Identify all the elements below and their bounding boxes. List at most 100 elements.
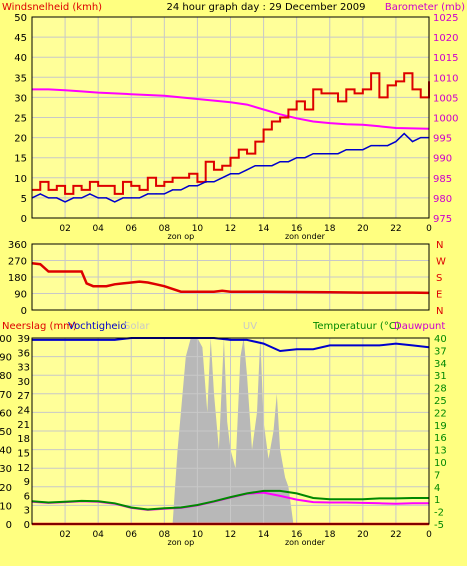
wind-panel-x-tick-label: 12 bbox=[225, 224, 236, 234]
wind-speed-line-point bbox=[254, 165, 256, 167]
rain-axis-y-tick-label: 18 bbox=[17, 434, 30, 445]
wind-speed-line-point bbox=[337, 153, 339, 155]
climate-panel-x-tick-label: 06 bbox=[126, 530, 138, 540]
temperature-axis-y-tick-label: 10 bbox=[434, 458, 447, 469]
dewpoint-line-point bbox=[345, 501, 347, 504]
wind-speed-line-point bbox=[180, 189, 182, 191]
wind-gust-line-point bbox=[329, 92, 331, 94]
rain-axis-y-tick-label: 15 bbox=[17, 448, 30, 459]
wind-gust-line-point bbox=[337, 100, 339, 102]
wind-gust-line-point bbox=[138, 189, 141, 191]
temperature-line-point bbox=[329, 498, 331, 500]
temperature-axis-y-tick-label: 31 bbox=[434, 371, 447, 382]
wind-speed-line-point bbox=[89, 193, 91, 195]
temperature-axis-y-tick-label: 40 bbox=[434, 334, 447, 345]
climate-panel-x-tick-label: 08 bbox=[159, 530, 171, 540]
temperature-line-point bbox=[362, 498, 364, 500]
wind-direction-line-point bbox=[246, 291, 248, 293]
wind-direction-line-point bbox=[86, 282, 88, 284]
wind-direction-line-point bbox=[196, 291, 198, 293]
wind-speed-line-point bbox=[420, 137, 422, 139]
wind-speed-line-point bbox=[205, 181, 207, 183]
temperature-line-point bbox=[263, 490, 265, 492]
barometer-line-point bbox=[362, 124, 364, 126]
wind-speed-line-point bbox=[138, 197, 141, 199]
wind-speed-line-point bbox=[246, 169, 248, 171]
wind-speed-line-point bbox=[304, 157, 306, 159]
temperature-axis-y-tick-label: -5 bbox=[434, 520, 444, 531]
wind-speed-line-point bbox=[263, 165, 265, 167]
climate-panel-x-tick-label: 18 bbox=[324, 530, 336, 540]
barometer-axis-y-tick-label: 985 bbox=[433, 174, 452, 185]
wind-direction-line-point bbox=[81, 270, 83, 273]
wind-panel-x-tick-label: 22 bbox=[390, 224, 401, 234]
humidity-axis-y-tick-label: 0 bbox=[6, 520, 12, 531]
wind-panel-x-tick-label: 02 bbox=[59, 224, 70, 234]
barometer-label: Barometer (mb) bbox=[385, 2, 465, 13]
temperature-line-point bbox=[130, 506, 132, 509]
temperature-line-point bbox=[147, 508, 149, 511]
barometer-line-point bbox=[378, 125, 380, 127]
wind-gust-line-point bbox=[304, 108, 306, 111]
wind-speed-line-point bbox=[395, 141, 397, 143]
wind-speed-line-point bbox=[130, 197, 132, 199]
wind-speed-line-point bbox=[345, 149, 347, 151]
wind-speed-line-point bbox=[320, 153, 323, 155]
wind-gust-line-point bbox=[254, 141, 256, 143]
temperature-line-point bbox=[81, 500, 83, 502]
temperature-line-point bbox=[246, 492, 248, 494]
uv-label: UV bbox=[243, 321, 257, 332]
wind-direction-line-point bbox=[105, 285, 107, 287]
barometer-axis-y-tick-label: 995 bbox=[433, 134, 452, 145]
wind-axis-y-tick-label: 30 bbox=[14, 93, 27, 104]
wind-direction-line-point bbox=[362, 292, 364, 294]
wind-direction-line-point bbox=[130, 281, 132, 284]
humidity-label: Vochtigheid bbox=[68, 321, 127, 332]
humidity-line-point bbox=[229, 339, 232, 341]
barometer-line-point bbox=[47, 88, 50, 90]
barometer-line-point bbox=[246, 104, 248, 106]
wind-gust-line-point bbox=[81, 189, 83, 191]
wind-gust-line bbox=[32, 72, 430, 195]
wind-speed-line-point bbox=[271, 165, 273, 167]
climate-panel-x-tick-label: 20 bbox=[357, 530, 369, 540]
humidity-line-point bbox=[47, 339, 50, 341]
wind-speed-line-point bbox=[229, 173, 232, 175]
humidity-line-point bbox=[411, 344, 414, 346]
wind-direction-line-point bbox=[329, 291, 331, 293]
solar-label: Solar bbox=[124, 321, 150, 332]
climate-panel-x-annotation: zon op bbox=[168, 538, 195, 547]
rain-axis-y-tick-label: 36 bbox=[17, 348, 30, 359]
temperature-line-point bbox=[196, 504, 198, 506]
wind-panel-x-annotation: zon op bbox=[168, 232, 195, 241]
wind-panel-x-tick-label: 10 bbox=[192, 224, 204, 234]
wind-direction-line-point bbox=[138, 281, 141, 283]
temperature-axis-y-tick-label: 34 bbox=[434, 359, 447, 370]
wind-direction-line-point bbox=[114, 283, 116, 285]
temperature-label: Temperatuur (°C) bbox=[312, 321, 400, 332]
wind-speed-line-point bbox=[329, 153, 331, 155]
humidity-line-point bbox=[345, 344, 347, 346]
wind-gust-line-point bbox=[271, 120, 273, 123]
humidity-axis-y-tick-label: 10 bbox=[0, 501, 12, 512]
wind-speed-line-point bbox=[196, 185, 198, 187]
climate-panel-x-tick-label: 02 bbox=[59, 530, 70, 540]
temperature-line-point bbox=[279, 490, 281, 492]
wind-panel-x-tick-label: 16 bbox=[291, 224, 303, 234]
wind-speed-line-point bbox=[188, 185, 190, 187]
wind-direction-line-point bbox=[229, 291, 232, 293]
wind-direction-line-point bbox=[47, 270, 50, 273]
climate-panel-x-tick-label: 16 bbox=[291, 530, 303, 540]
humidity-line-point bbox=[97, 339, 99, 341]
wind-gust-line-point bbox=[387, 84, 389, 86]
temperature-axis-y-tick-label: 37 bbox=[434, 346, 447, 357]
wind-direction-line-point bbox=[122, 282, 124, 284]
temperature-axis-y-tick-label: 1 bbox=[434, 495, 440, 506]
wind-gust-line-point bbox=[411, 88, 414, 90]
wind-speed-label: Windsnelheid (kmh) bbox=[2, 2, 102, 13]
wind-gust-line-point bbox=[287, 108, 289, 111]
barometer-axis-y-tick-label: 990 bbox=[433, 154, 452, 165]
wind-direction-line-point bbox=[263, 291, 265, 293]
humidity-axis-y-tick-label: 70 bbox=[0, 390, 12, 401]
